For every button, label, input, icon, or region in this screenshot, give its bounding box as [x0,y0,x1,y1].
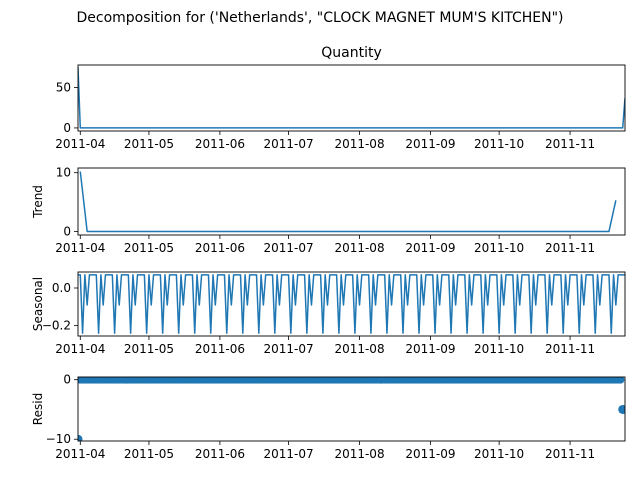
x-tick-label: 2011-06 [195,241,245,255]
x-tick-label: 2011-10 [474,447,524,461]
trend-panel: Trend 2011-04 2011-05 2011-06 2011-07 2011-08… [31,166,626,255]
x-tick-label: 2011-06 [195,342,245,356]
panel-title: Quantity [321,45,382,61]
x-tick-label: 2011-08 [334,342,384,356]
x-tick-label: 2011-10 [474,137,524,151]
x-tick-label: 2011-07 [263,342,313,356]
y-tick-label: 0 [63,121,71,135]
resid-point [616,377,625,384]
quantity-panel: Quantity 2011-04 2011-05 2011-06 2011-07 2011… [55,45,626,151]
data-layer [78,67,625,129]
axes-frame [77,167,626,236]
x-tick-label: 2011-09 [405,137,455,151]
x-tick-label: 2011-04 [55,241,105,255]
y-tick-label: −10 [46,432,71,446]
subplot-panels: Quantity 2011-04 2011-05 2011-06 2011-07 2011… [31,45,626,461]
x-tick-label: 2011-05 [124,137,174,151]
y-axis-label: Seasonal [31,277,45,331]
x-tick-label: 2011-10 [474,241,524,255]
x-tick-label: 2011-06 [195,447,245,461]
y-tick-label: 0.0 [52,281,71,295]
x-tick-label: 2011-09 [405,447,455,461]
y-axis-label: Resid [31,393,45,425]
x-tick-label: 2011-08 [334,137,384,151]
y-tick-label: 0 [63,224,71,238]
seasonal-panel: Seasonal 2011-04 2011-05 2011-06 2011-07 2011… [31,271,626,356]
seasonal-line [78,274,625,334]
x-tick-label: 2011-07 [263,241,313,255]
x-tick-label: 2011-08 [334,241,384,255]
x-tick-label: 2011-04 [55,342,105,356]
series-line [79,171,617,233]
x-tick-label: 2011-06 [195,137,245,151]
x-tick-label: 2011-04 [55,137,105,151]
x-tick-label: 2011-07 [263,137,313,151]
x-tick-label: 2011-05 [124,447,174,461]
x-tick-label: 2011-09 [405,241,455,255]
x-tick-label: 2011-11 [545,137,595,151]
series-line [78,67,625,129]
figure-suptitle: Decomposition for ('Netherlands', "CLOCK… [77,10,564,26]
x-tick-label: 2011-05 [124,342,174,356]
y-axis-label: Trend [31,185,45,219]
axes-frame [77,64,626,132]
y-tick-label: 0 [63,373,71,387]
axes-frame [77,271,626,337]
data-layer [78,377,625,441]
resid-outlier-point [78,434,83,441]
x-tick-label: 2011-05 [124,241,174,255]
resid-panel: Resid 2011-04 2011-05 2011-06 2011-07 2011-08… [31,373,626,461]
x-tick-label: 2011-08 [334,447,384,461]
x-tick-label: 2011-04 [55,447,105,461]
x-tick-label: 2011-11 [545,447,595,461]
data-layer [78,274,625,334]
x-tick-label: 2011-07 [263,447,313,461]
data-layer [79,171,617,233]
y-tick-label: −0.2 [42,319,71,333]
y-tick-label: 50 [56,81,71,95]
resid-outlier-point [618,404,625,414]
y-tick-label: 10 [56,166,71,180]
x-tick-label: 2011-11 [545,241,595,255]
x-tick-label: 2011-11 [545,342,595,356]
x-tick-label: 2011-10 [474,342,524,356]
x-tick-label: 2011-09 [405,342,455,356]
axes-frame [77,376,626,442]
